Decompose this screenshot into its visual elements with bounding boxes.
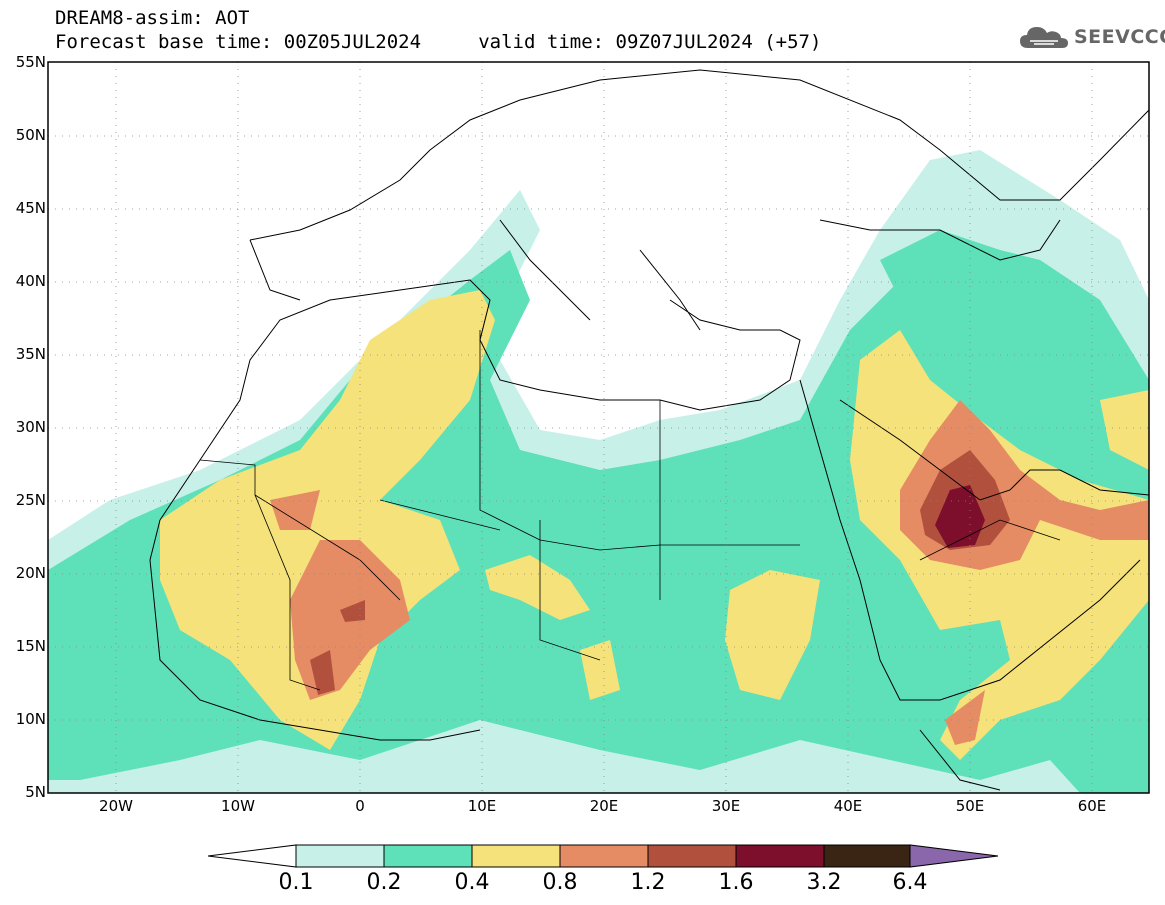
seevccc-logo: SEEVCCC [1018, 24, 1165, 50]
colorbar-swatch [471, 844, 561, 868]
colorbar-right-arrow [909, 844, 999, 868]
colorbar-label: 1.2 [630, 870, 666, 895]
graticule [48, 62, 1149, 793]
colorbar-label: 1.6 [718, 870, 754, 895]
colorbar-swatch [735, 844, 825, 868]
lat-label: 30N [15, 418, 46, 436]
lat-label: 50N [15, 126, 46, 144]
lon-label: 50E [955, 797, 985, 815]
colorbar-label: 0.8 [542, 870, 578, 895]
map-frame [47, 61, 1150, 794]
lon-label: 10E [467, 797, 497, 815]
colorbar-swatch [295, 844, 385, 868]
lat-label: 35N [15, 345, 46, 363]
colorbar-label: 0.2 [366, 870, 402, 895]
lon-label: 40E [833, 797, 863, 815]
colorbar-left-arrow [207, 844, 297, 868]
forecast-times: Forecast base time: 00Z05JUL2024 valid t… [55, 31, 822, 53]
country-borders [199, 330, 1061, 691]
colorbar-swatch [823, 844, 911, 868]
lat-label: 55N [15, 53, 46, 71]
map-title: DREAM8-assim: AOT [55, 7, 250, 29]
lat-label: 40N [15, 272, 46, 290]
lat-label: 10N [15, 710, 46, 728]
lat-label: 15N [15, 637, 46, 655]
lat-label: 20N [15, 564, 46, 582]
lon-label: 10W [221, 797, 255, 815]
lon-label: 0 [355, 797, 365, 815]
lon-label: 20E [589, 797, 619, 815]
coastlines [149, 69, 1149, 791]
lon-label: 20W [99, 797, 133, 815]
colorbar-label: 3.2 [806, 870, 842, 895]
colorbar-label: 0.1 [278, 870, 314, 895]
colorbar-swatch [383, 844, 473, 868]
colorbar-swatch [559, 844, 649, 868]
lat-label: 45N [15, 199, 46, 217]
colorbar-swatch [647, 844, 737, 868]
colorbar-label: 0.4 [454, 870, 490, 895]
aot-field [48, 150, 1149, 793]
lat-label: 25N [15, 491, 46, 509]
lon-label: 30E [711, 797, 741, 815]
lat-label: 5N [25, 783, 46, 801]
logo-text: SEEVCCC [1074, 26, 1165, 48]
cloud-logo-icon [1020, 27, 1068, 48]
colorbar-label: 6.4 [892, 870, 928, 895]
lon-label: 60E [1077, 797, 1107, 815]
